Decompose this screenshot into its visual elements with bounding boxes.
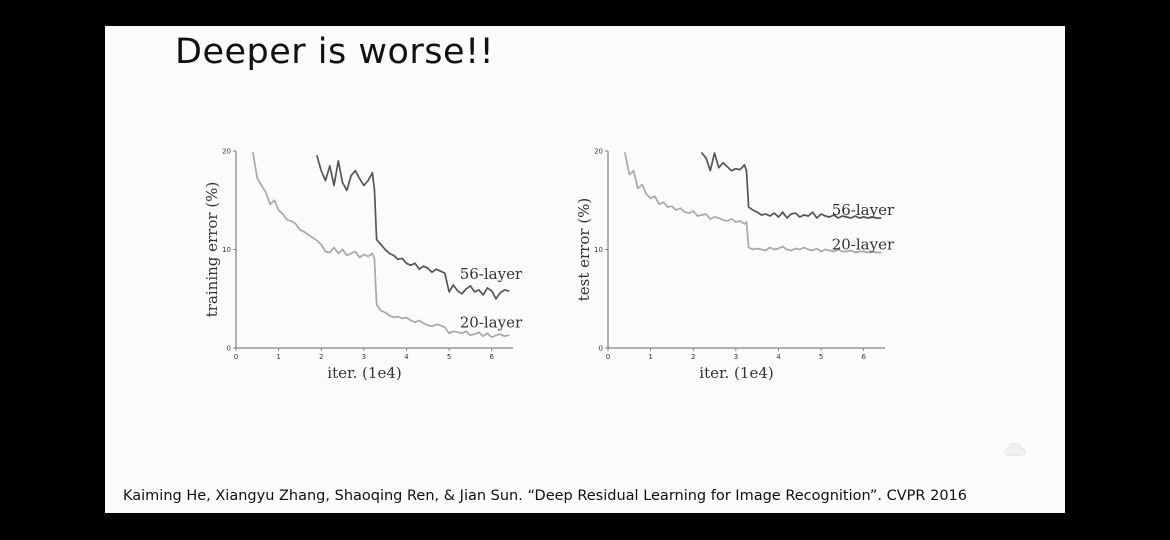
- x-tick-label: 3: [734, 353, 738, 361]
- y-tick-label: 10: [594, 246, 603, 254]
- x-tick-label: 6: [861, 353, 866, 361]
- x-tick-label: 3: [362, 353, 366, 361]
- y-tick-label: 10: [222, 246, 231, 254]
- series-label-56-layer: 56-layer: [832, 201, 895, 219]
- x-tick-label: 0: [234, 353, 238, 361]
- x-tick-label: 5: [447, 353, 451, 361]
- series-label-20-layer: 20-layer: [832, 236, 895, 254]
- y-tick-label: 0: [227, 345, 231, 353]
- x-tick-label: 2: [319, 353, 323, 361]
- x-tick-label: 5: [819, 353, 823, 361]
- x-axis-title: iter. (1e4): [699, 364, 773, 382]
- y-axis-title: test error (%): [575, 198, 593, 302]
- series-label-20-layer: 20-layer: [460, 313, 523, 331]
- training-error-chart: 0 1 2 3 4 5 6 0 10 20 iter. (1e4) training error (%…: [193, 136, 523, 426]
- y-tick-label: 20: [222, 148, 231, 156]
- x-axis-title: iter. (1e4): [327, 364, 401, 382]
- y-tick-label: 20: [594, 148, 603, 156]
- series-label-56-layer: 56-layer: [460, 265, 523, 283]
- x-tick-label: 6: [489, 353, 494, 361]
- x-tick-label: 4: [404, 353, 409, 361]
- slide: Deeper is worse!! 0 1 2 3 4 5 6 0 10 20 iter. (1e4…: [105, 26, 1065, 513]
- citation: Kaiming He, Xiangyu Zhang, Shaoqing Ren,…: [123, 488, 967, 504]
- x-tick-label: 1: [648, 353, 652, 361]
- y-tick-label: 0: [599, 345, 603, 353]
- slide-title: Deeper is worse!!: [175, 32, 494, 72]
- x-tick-label: 4: [776, 353, 781, 361]
- x-tick-label: 2: [691, 353, 695, 361]
- x-tick-label: 1: [276, 353, 280, 361]
- x-tick-label: 0: [606, 353, 610, 361]
- y-axis-title: training error (%): [203, 182, 221, 318]
- test-error-chart: 0 1 2 3 4 5 6 0 10 20 iter. (1e4) test error (%) 56-…: [565, 136, 895, 426]
- cloud-watermark-icon: [1003, 440, 1027, 460]
